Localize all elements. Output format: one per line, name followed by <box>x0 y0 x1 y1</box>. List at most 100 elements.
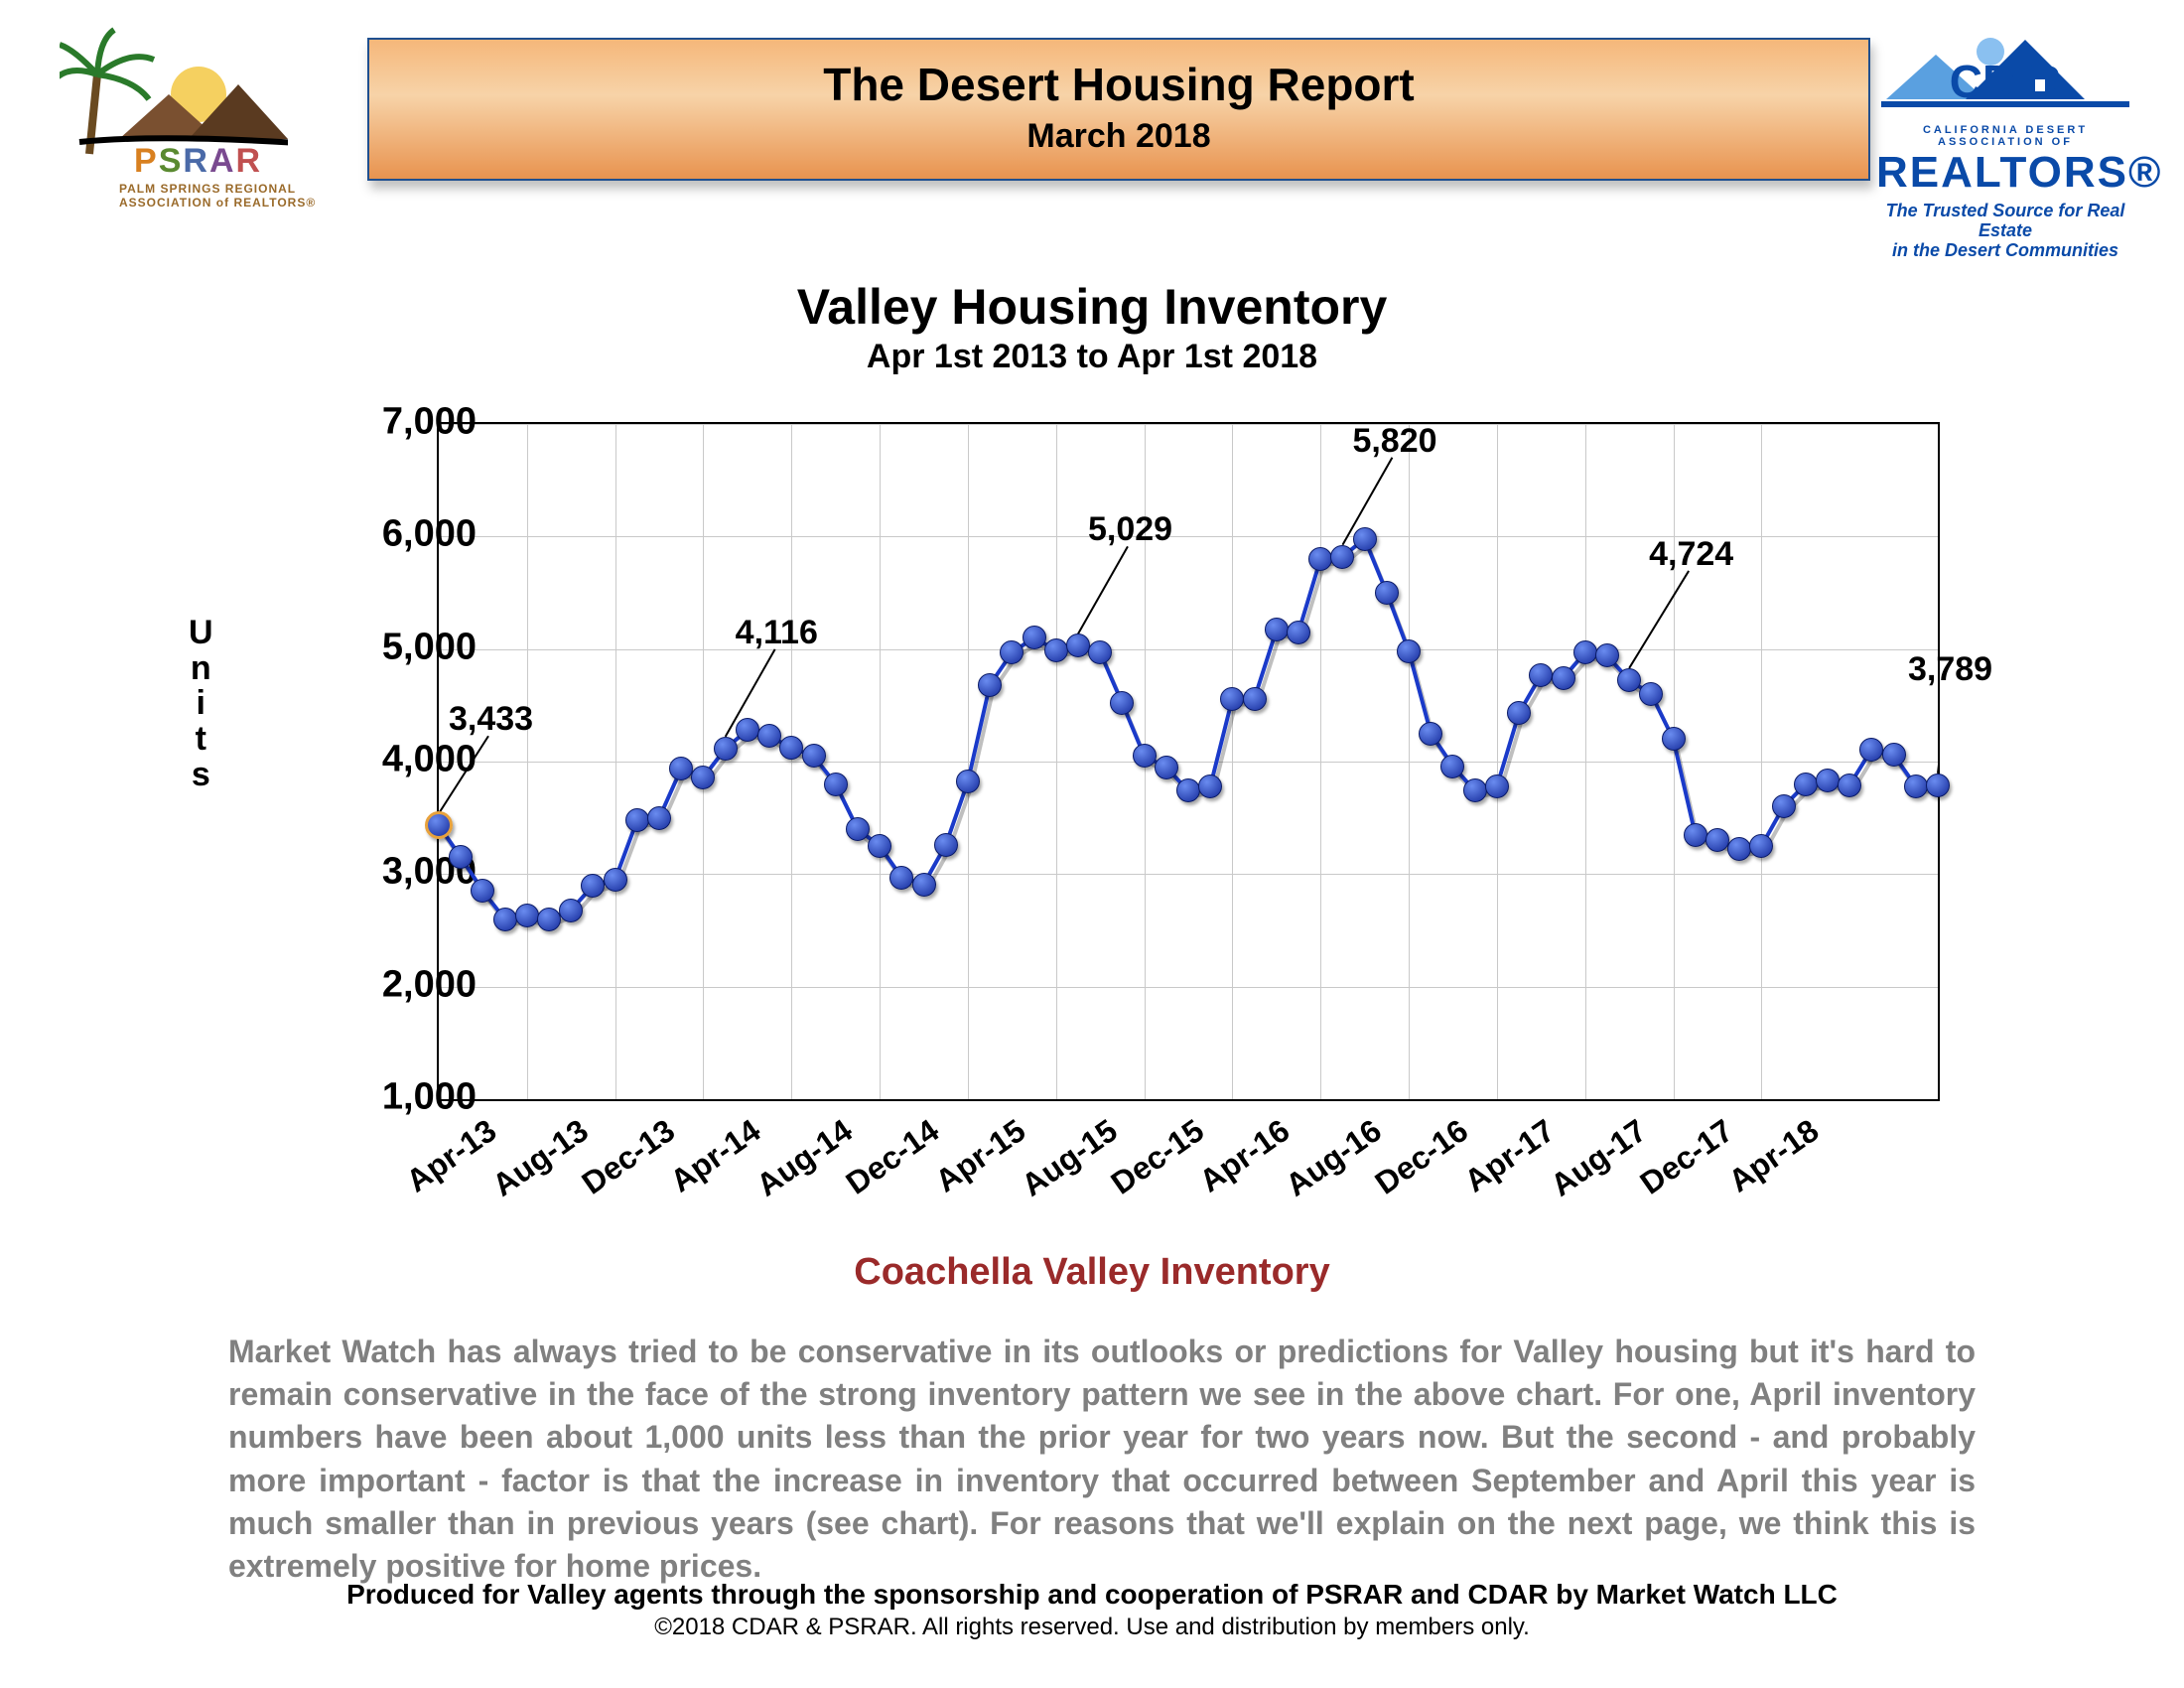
chart-marker <box>1220 687 1244 711</box>
chart-marker <box>691 766 715 789</box>
cdar-tag1: The Trusted Source for Real Estate <box>1876 202 2134 241</box>
x-tick-label: Aug-17 <box>1544 1112 1653 1204</box>
chart-marker <box>625 808 649 832</box>
chart-marker <box>1662 727 1686 751</box>
chart-marker <box>559 899 583 922</box>
chart-marker <box>1727 837 1751 861</box>
chart-marker <box>824 773 848 796</box>
chart-marker <box>669 757 693 780</box>
chart-callout-label: 3,789 <box>1908 650 1992 689</box>
chart-callout-label: 3,433 <box>449 700 533 739</box>
chart-marker <box>1684 823 1707 847</box>
cdar-name: REALTORS® <box>1876 148 2134 198</box>
chart-marker <box>1552 666 1575 690</box>
chart-marker <box>757 724 781 748</box>
footer-line-1: Produced for Valley agents through the s… <box>0 1579 2184 1611</box>
chart-caption: Coachella Valley Inventory <box>199 1251 1985 1294</box>
chart-marker <box>1859 738 1883 762</box>
x-tick-label: Apr-15 <box>929 1112 1032 1199</box>
y-axis-label: Units <box>189 616 213 792</box>
chart-marker <box>1419 722 1442 746</box>
chart-marker <box>779 736 803 760</box>
chart-marker <box>1440 755 1464 778</box>
chart-marker <box>736 718 759 742</box>
chart-marker <box>1088 640 1112 664</box>
chart-title: Valley Housing Inventory <box>199 278 1985 336</box>
chart-marker <box>1375 581 1399 605</box>
page: PSRAR PALM SPRINGS REGIONAL ASSOCIATION … <box>0 0 2184 1688</box>
chart-marker <box>1706 828 1729 852</box>
cdar-tag2: in the Desert Communities <box>1876 241 2134 261</box>
chart-marker <box>1198 774 1222 798</box>
chart-marker <box>1265 618 1289 641</box>
x-tick-label: Aug-13 <box>485 1112 595 1204</box>
x-tick-label: Apr-16 <box>1193 1112 1297 1199</box>
chart-marker <box>604 868 627 892</box>
x-tick-label: Dec-16 <box>1369 1112 1475 1202</box>
chart-marker <box>1617 668 1641 692</box>
psrar-sub2: ASSOCIATION of REALTORS® <box>119 196 316 210</box>
chart-callout-label: 4,116 <box>736 614 818 652</box>
chart-marker <box>537 908 561 931</box>
chart-marker <box>1133 744 1157 768</box>
chart-marker <box>1529 663 1553 687</box>
chart-marker <box>1485 774 1509 798</box>
chart-marker <box>912 873 936 897</box>
x-tick-label: Aug-14 <box>751 1112 860 1204</box>
chart-callout-label: 4,724 <box>1649 535 1733 574</box>
chart-marker <box>1243 687 1267 711</box>
chart-line <box>439 424 1938 1099</box>
chart-marker <box>1926 774 1950 797</box>
x-tick-label: Apr-13 <box>400 1112 503 1199</box>
psrar-logo: PSRAR PALM SPRINGS REGIONAL ASSOCIATION … <box>60 25 288 194</box>
chart-marker <box>1155 756 1178 779</box>
x-tick-label: Dec-13 <box>575 1112 681 1202</box>
chart-marker <box>1573 640 1597 664</box>
chart-marker <box>1639 682 1663 706</box>
chart-marker <box>449 845 473 869</box>
chart-callout-label: 5,029 <box>1088 510 1172 549</box>
chart-callout-label: 5,820 <box>1352 422 1436 461</box>
body-paragraph: Market Watch has always tried to be cons… <box>228 1331 1976 1588</box>
chart-subtitle: Apr 1st 2013 to Apr 1st 2018 <box>199 338 1985 376</box>
chart-marker <box>1308 547 1332 571</box>
chart-plot-area: 3,4334,1165,0295,8204,7243,789 <box>437 422 1940 1101</box>
chart-marker <box>1904 774 1928 798</box>
title-bar: The Desert Housing Report March 2018 <box>367 38 1870 181</box>
chart-marker <box>1882 743 1906 767</box>
report-title: The Desert Housing Report <box>369 58 1868 111</box>
chart-marker <box>1838 774 1861 797</box>
chart-marker <box>1023 626 1046 649</box>
chart: Valley Housing Inventory Apr 1st 2013 to… <box>199 278 1985 1231</box>
chart-marker <box>868 834 891 858</box>
psrar-sub1: PALM SPRINGS REGIONAL <box>119 182 296 196</box>
x-tick-label: Aug-15 <box>1015 1112 1124 1204</box>
chart-marker <box>1794 773 1818 796</box>
report-subtitle: March 2018 <box>369 117 1868 156</box>
cdar-logo: CD R CALIFORNIA DESERT ASSOCIATION OF RE… <box>1876 30 2134 260</box>
chart-marker <box>1353 527 1377 551</box>
chart-marker <box>471 879 494 903</box>
chart-marker <box>425 811 453 839</box>
chart-marker <box>1287 621 1310 644</box>
cdar-top: CALIFORNIA DESERT ASSOCIATION OF <box>1876 124 2134 148</box>
chart-marker <box>1772 794 1796 818</box>
chart-marker <box>889 866 913 890</box>
chart-marker <box>714 737 738 761</box>
chart-marker <box>515 904 539 927</box>
x-tick-label: Aug-16 <box>1280 1112 1389 1204</box>
x-tick-label: Dec-15 <box>1104 1112 1210 1202</box>
chart-marker <box>978 673 1002 697</box>
chart-marker <box>802 744 826 768</box>
chart-marker <box>1044 638 1068 662</box>
chart-marker <box>1000 640 1024 664</box>
chart-marker <box>1507 701 1531 725</box>
chart-marker <box>956 770 980 793</box>
chart-marker <box>1110 691 1134 715</box>
chart-marker <box>1330 545 1354 569</box>
x-tick-label: Apr-14 <box>664 1112 767 1199</box>
chart-marker <box>1066 633 1090 657</box>
x-tick-label: Apr-17 <box>1458 1112 1562 1199</box>
chart-marker <box>647 806 671 830</box>
x-tick-label: Dec-14 <box>840 1112 946 1202</box>
